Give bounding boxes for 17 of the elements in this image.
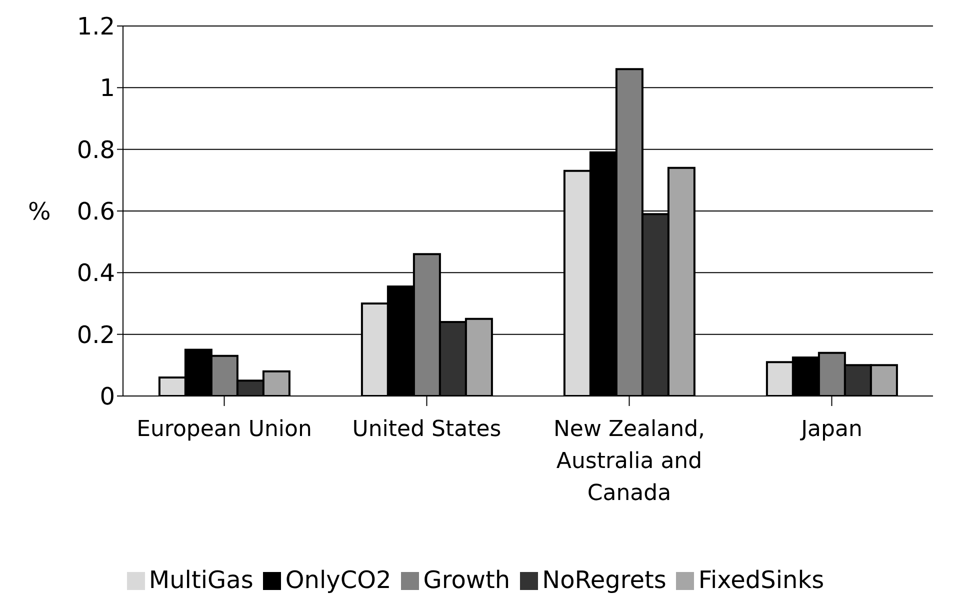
x-tick-label: United States: [352, 417, 502, 442]
x-tick-label: European Union: [136, 417, 312, 442]
y-tick-label: 1.2: [76, 12, 115, 41]
legend-label: MultiGas: [148, 566, 254, 594]
legend-label: NoRegrets: [542, 566, 666, 594]
y-tick-label: 0.4: [76, 259, 115, 288]
y-axis-title: %: [28, 198, 51, 226]
x-tick-label: New Zealand, Australia and Canada: [553, 417, 706, 506]
legend-label: FixedSinks: [698, 566, 824, 594]
y-tick-label: 0: [100, 382, 115, 411]
y-tick-label: 0.2: [76, 320, 115, 349]
y-tick-label: 0.6: [76, 198, 115, 226]
legend-label: Growth: [423, 566, 510, 594]
x-tick-label: Japan: [799, 417, 862, 442]
y-tick-label: 0.8: [76, 136, 115, 164]
y-tick-label: 1: [100, 74, 115, 102]
legend-label: OnlyCO2: [285, 566, 392, 594]
